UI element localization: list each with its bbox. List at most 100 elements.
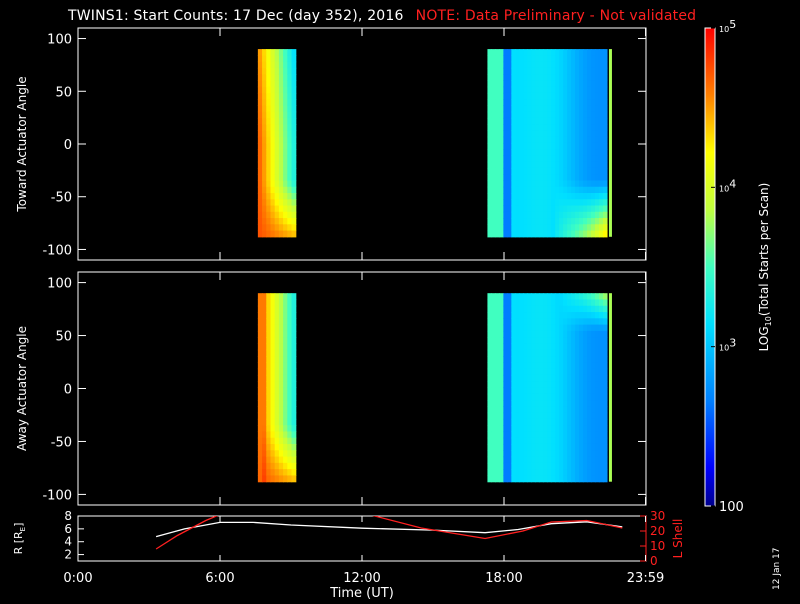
heatmap-cell (291, 130, 297, 138)
heatmap-cell (499, 437, 504, 445)
heatmap-cell (257, 105, 263, 113)
heatmap-cell (559, 406, 564, 414)
heatmap-cell (531, 387, 536, 395)
heatmap-cell (535, 167, 540, 175)
heatmap-cell (551, 412, 556, 420)
heatmap-cell (515, 224, 520, 232)
heatmap-cell (563, 199, 568, 207)
heatmap-cell (511, 475, 516, 483)
heatmap-cell (598, 124, 604, 132)
heatmap-cell (278, 293, 284, 301)
heatmap-cell (535, 318, 540, 326)
heatmap-cell (527, 362, 532, 370)
heatmap-cell (291, 218, 297, 225)
heatmap-cell (511, 130, 516, 138)
heatmap-cell (539, 349, 544, 357)
heatmap-cell (551, 475, 556, 483)
heatmap-cell (567, 193, 572, 200)
heatmap-cell (598, 387, 604, 395)
heatmap-cell (543, 55, 548, 63)
heatmap-cell (487, 67, 493, 75)
heatmap-cell (551, 124, 556, 132)
heatmap-cell (543, 305, 548, 313)
heatmap-cell (487, 293, 493, 301)
heatmap-cell (266, 312, 272, 319)
heatmap-cell (602, 49, 608, 56)
heatmap-cell (551, 199, 556, 207)
heatmap-cell (274, 124, 280, 132)
heatmap-cell (257, 136, 263, 144)
heatmap-cell (511, 337, 516, 345)
heatmap-cell (274, 61, 280, 69)
heatmap-cell (274, 205, 280, 213)
heatmap-cell (270, 330, 276, 338)
heatmap-cell (575, 86, 580, 94)
heatmap-cell (274, 393, 280, 401)
heatmap-cell (547, 299, 552, 307)
heatmap-cell (539, 111, 544, 119)
heatmap-cell (571, 74, 576, 81)
heatmap-cell (257, 381, 263, 389)
heatmap-cell (551, 155, 556, 163)
heatmap-cell (535, 431, 540, 439)
heatmap-cell (291, 80, 297, 88)
heatmap-cell (262, 224, 267, 232)
heatmap-cell (591, 343, 596, 351)
heatmap-cell (591, 149, 596, 157)
heatmap-cell (519, 462, 524, 470)
heatmap-cell (283, 330, 288, 338)
heatmap-cell (257, 456, 263, 464)
heatmap-cell (543, 324, 548, 332)
heatmap-cell (555, 324, 560, 332)
heatmap-cell (594, 130, 600, 138)
heatmap-cell (287, 199, 293, 207)
heatmap-cell (491, 117, 497, 125)
colorbar-label-log: LOG (757, 326, 771, 351)
heatmap-cell (257, 406, 263, 414)
heatmap-cell (519, 99, 524, 107)
heatmap-cell (559, 349, 564, 357)
heatmap-cell (583, 193, 588, 200)
heatmap-cell (539, 443, 544, 451)
heatmap-cell (563, 450, 568, 458)
heatmap-cell (555, 174, 560, 182)
heatmap-cell (583, 205, 588, 213)
heatmap-cell (547, 193, 552, 200)
heatmap-cell (598, 174, 604, 182)
heatmap-cell (291, 299, 297, 307)
heatmap-cell (583, 136, 588, 144)
heatmap-cell (547, 174, 552, 182)
heatmap-cell (579, 124, 584, 132)
heatmap-cell (291, 74, 297, 81)
heatmap-cell (527, 111, 532, 119)
heatmap-cell (487, 374, 493, 382)
heatmap-cell (291, 356, 297, 363)
heatmap-cell (491, 349, 497, 357)
heatmap-cell (291, 400, 297, 407)
heatmap-cell (587, 305, 592, 313)
heatmap-cell (594, 374, 600, 382)
heatmap-cell (587, 130, 592, 138)
heatmap-cell (594, 299, 600, 307)
heatmap-cell (491, 105, 497, 113)
heatmap-cell (527, 105, 532, 113)
heatmap-cell (287, 55, 293, 63)
heatmap-cell (487, 330, 493, 338)
heatmap-cell (262, 61, 267, 69)
heatmap-cell (567, 450, 572, 458)
heatmap-cell (547, 356, 552, 363)
heatmap-cell (575, 193, 580, 200)
heatmap-cell (515, 469, 520, 477)
heatmap-cell (527, 418, 532, 426)
heatmap-cell (575, 180, 580, 188)
heatmap-cell (531, 293, 536, 301)
heatmap-cell (543, 406, 548, 414)
heatmap-cell (283, 205, 288, 213)
heatmap-cell (515, 349, 520, 357)
y-tick-label: 2 (64, 548, 72, 562)
heatmap-cell (598, 393, 604, 401)
heatmap-cell (571, 99, 576, 107)
heatmap-cell (287, 381, 293, 389)
heatmap-cell (535, 92, 540, 100)
heatmap-cell (602, 305, 608, 313)
